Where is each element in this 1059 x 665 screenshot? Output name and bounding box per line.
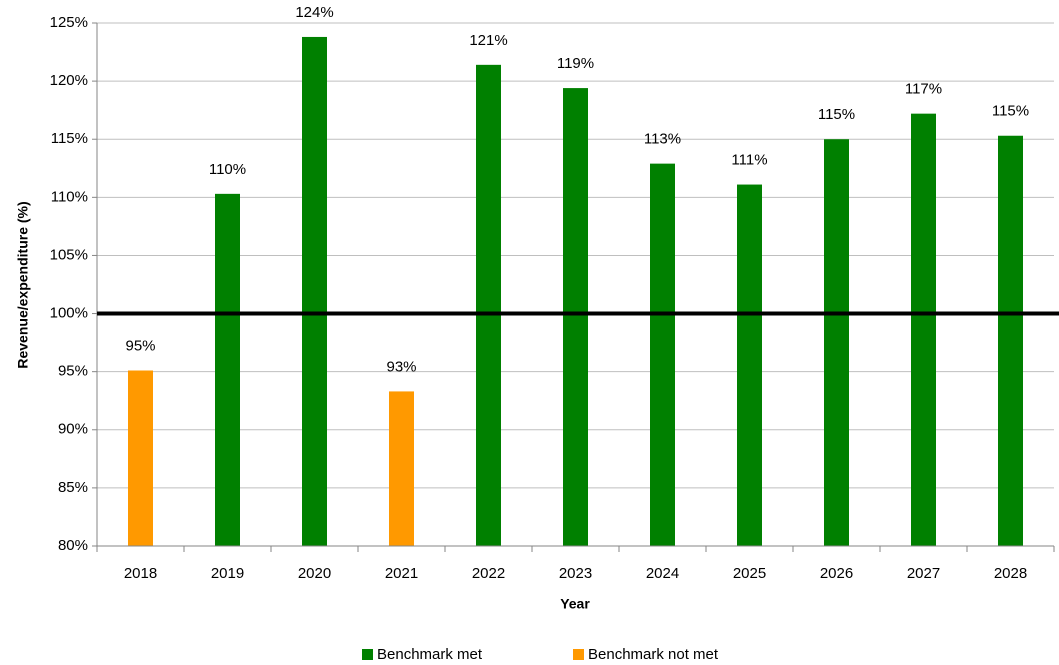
bar xyxy=(389,391,414,546)
y-tick-label: 115% xyxy=(51,130,88,147)
legend-label: Benchmark not met xyxy=(588,646,719,663)
x-tick-label: 2018 xyxy=(124,565,157,582)
y-tick-label: 105% xyxy=(50,246,88,263)
bar xyxy=(302,36,327,547)
bar xyxy=(215,193,240,546)
bar xyxy=(998,135,1023,547)
y-tick-label: 120% xyxy=(50,72,88,89)
x-tick-label: 2027 xyxy=(907,565,940,582)
y-tick-label: 100% xyxy=(50,305,88,322)
data-label: 121% xyxy=(469,32,507,49)
x-tick-label: 2026 xyxy=(820,565,853,582)
y-tick-label: 90% xyxy=(58,421,88,438)
legend-swatch xyxy=(362,649,373,660)
x-tick-label: 2020 xyxy=(298,565,331,582)
x-tick-label: 2023 xyxy=(559,565,592,582)
bar xyxy=(911,113,936,547)
y-tick-label: 95% xyxy=(58,363,88,380)
data-label: 119% xyxy=(557,55,594,72)
legend-label: Benchmark met xyxy=(377,646,483,663)
bar xyxy=(824,139,849,546)
x-tick-label: 2024 xyxy=(646,565,679,582)
y-tick-label: 110% xyxy=(51,188,88,205)
y-tick-label: 80% xyxy=(58,537,88,554)
x-tick-label: 2021 xyxy=(385,565,418,582)
y-axis-label: Revenue/expenditure (%) xyxy=(15,201,31,368)
data-label: 113% xyxy=(644,131,681,148)
x-axis-label: Year xyxy=(560,596,590,612)
data-label: 93% xyxy=(386,358,416,375)
data-label: 124% xyxy=(295,4,333,21)
data-label: 115% xyxy=(818,106,855,123)
bar xyxy=(476,64,501,546)
bar xyxy=(128,370,153,546)
data-label: 111% xyxy=(731,152,767,169)
bar xyxy=(737,184,762,546)
data-label: 115% xyxy=(992,103,1029,120)
y-tick-label: 125% xyxy=(50,14,88,31)
data-label: 110% xyxy=(209,161,246,178)
y-tick-label: 85% xyxy=(58,479,88,496)
bar xyxy=(650,163,675,546)
data-label: 117% xyxy=(905,81,942,98)
data-label: 95% xyxy=(125,337,155,354)
x-tick-label: 2028 xyxy=(994,565,1027,582)
bar xyxy=(563,88,588,546)
x-tick-label: 2022 xyxy=(472,565,505,582)
legend-swatch xyxy=(573,649,584,660)
x-tick-label: 2025 xyxy=(733,565,766,582)
x-tick-label: 2019 xyxy=(211,565,244,582)
